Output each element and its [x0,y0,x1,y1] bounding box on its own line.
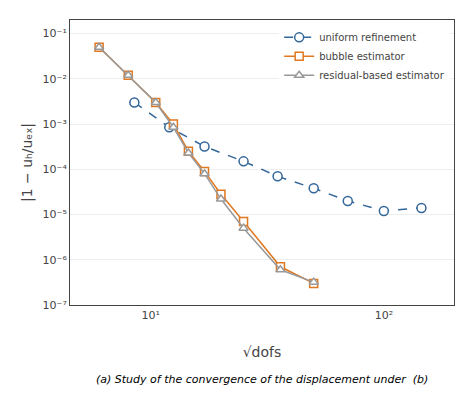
svg-text:residual-based estimator: residual-based estimator [319,70,445,81]
svg-text:10⁻⁷: 10⁻⁷ [43,299,67,312]
svg-text:bubble estimator: bubble estimator [319,51,405,62]
svg-text:10⁻²: 10⁻² [43,73,67,86]
svg-text:10⁻⁶: 10⁻⁶ [43,254,68,267]
svg-text:10⁻¹: 10⁻¹ [43,27,67,40]
svg-text:10²: 10² [375,309,393,322]
svg-text:10⁻⁵: 10⁻⁵ [43,208,67,221]
svg-text:√dofs: √dofs [243,344,282,360]
svg-text:(a) Study of the convergence o: (a) Study of the convergence of the disp… [96,373,428,386]
svg-text:10¹: 10¹ [142,309,160,322]
svg-text:10⁻³: 10⁻³ [43,118,67,131]
svg-text:10⁻⁴: 10⁻⁴ [43,163,68,176]
svg-text:|1 − uₕ/uₑₓ|: |1 − uₕ/uₑₓ| [19,123,36,202]
svg-text:uniform refinement: uniform refinement [319,32,416,43]
